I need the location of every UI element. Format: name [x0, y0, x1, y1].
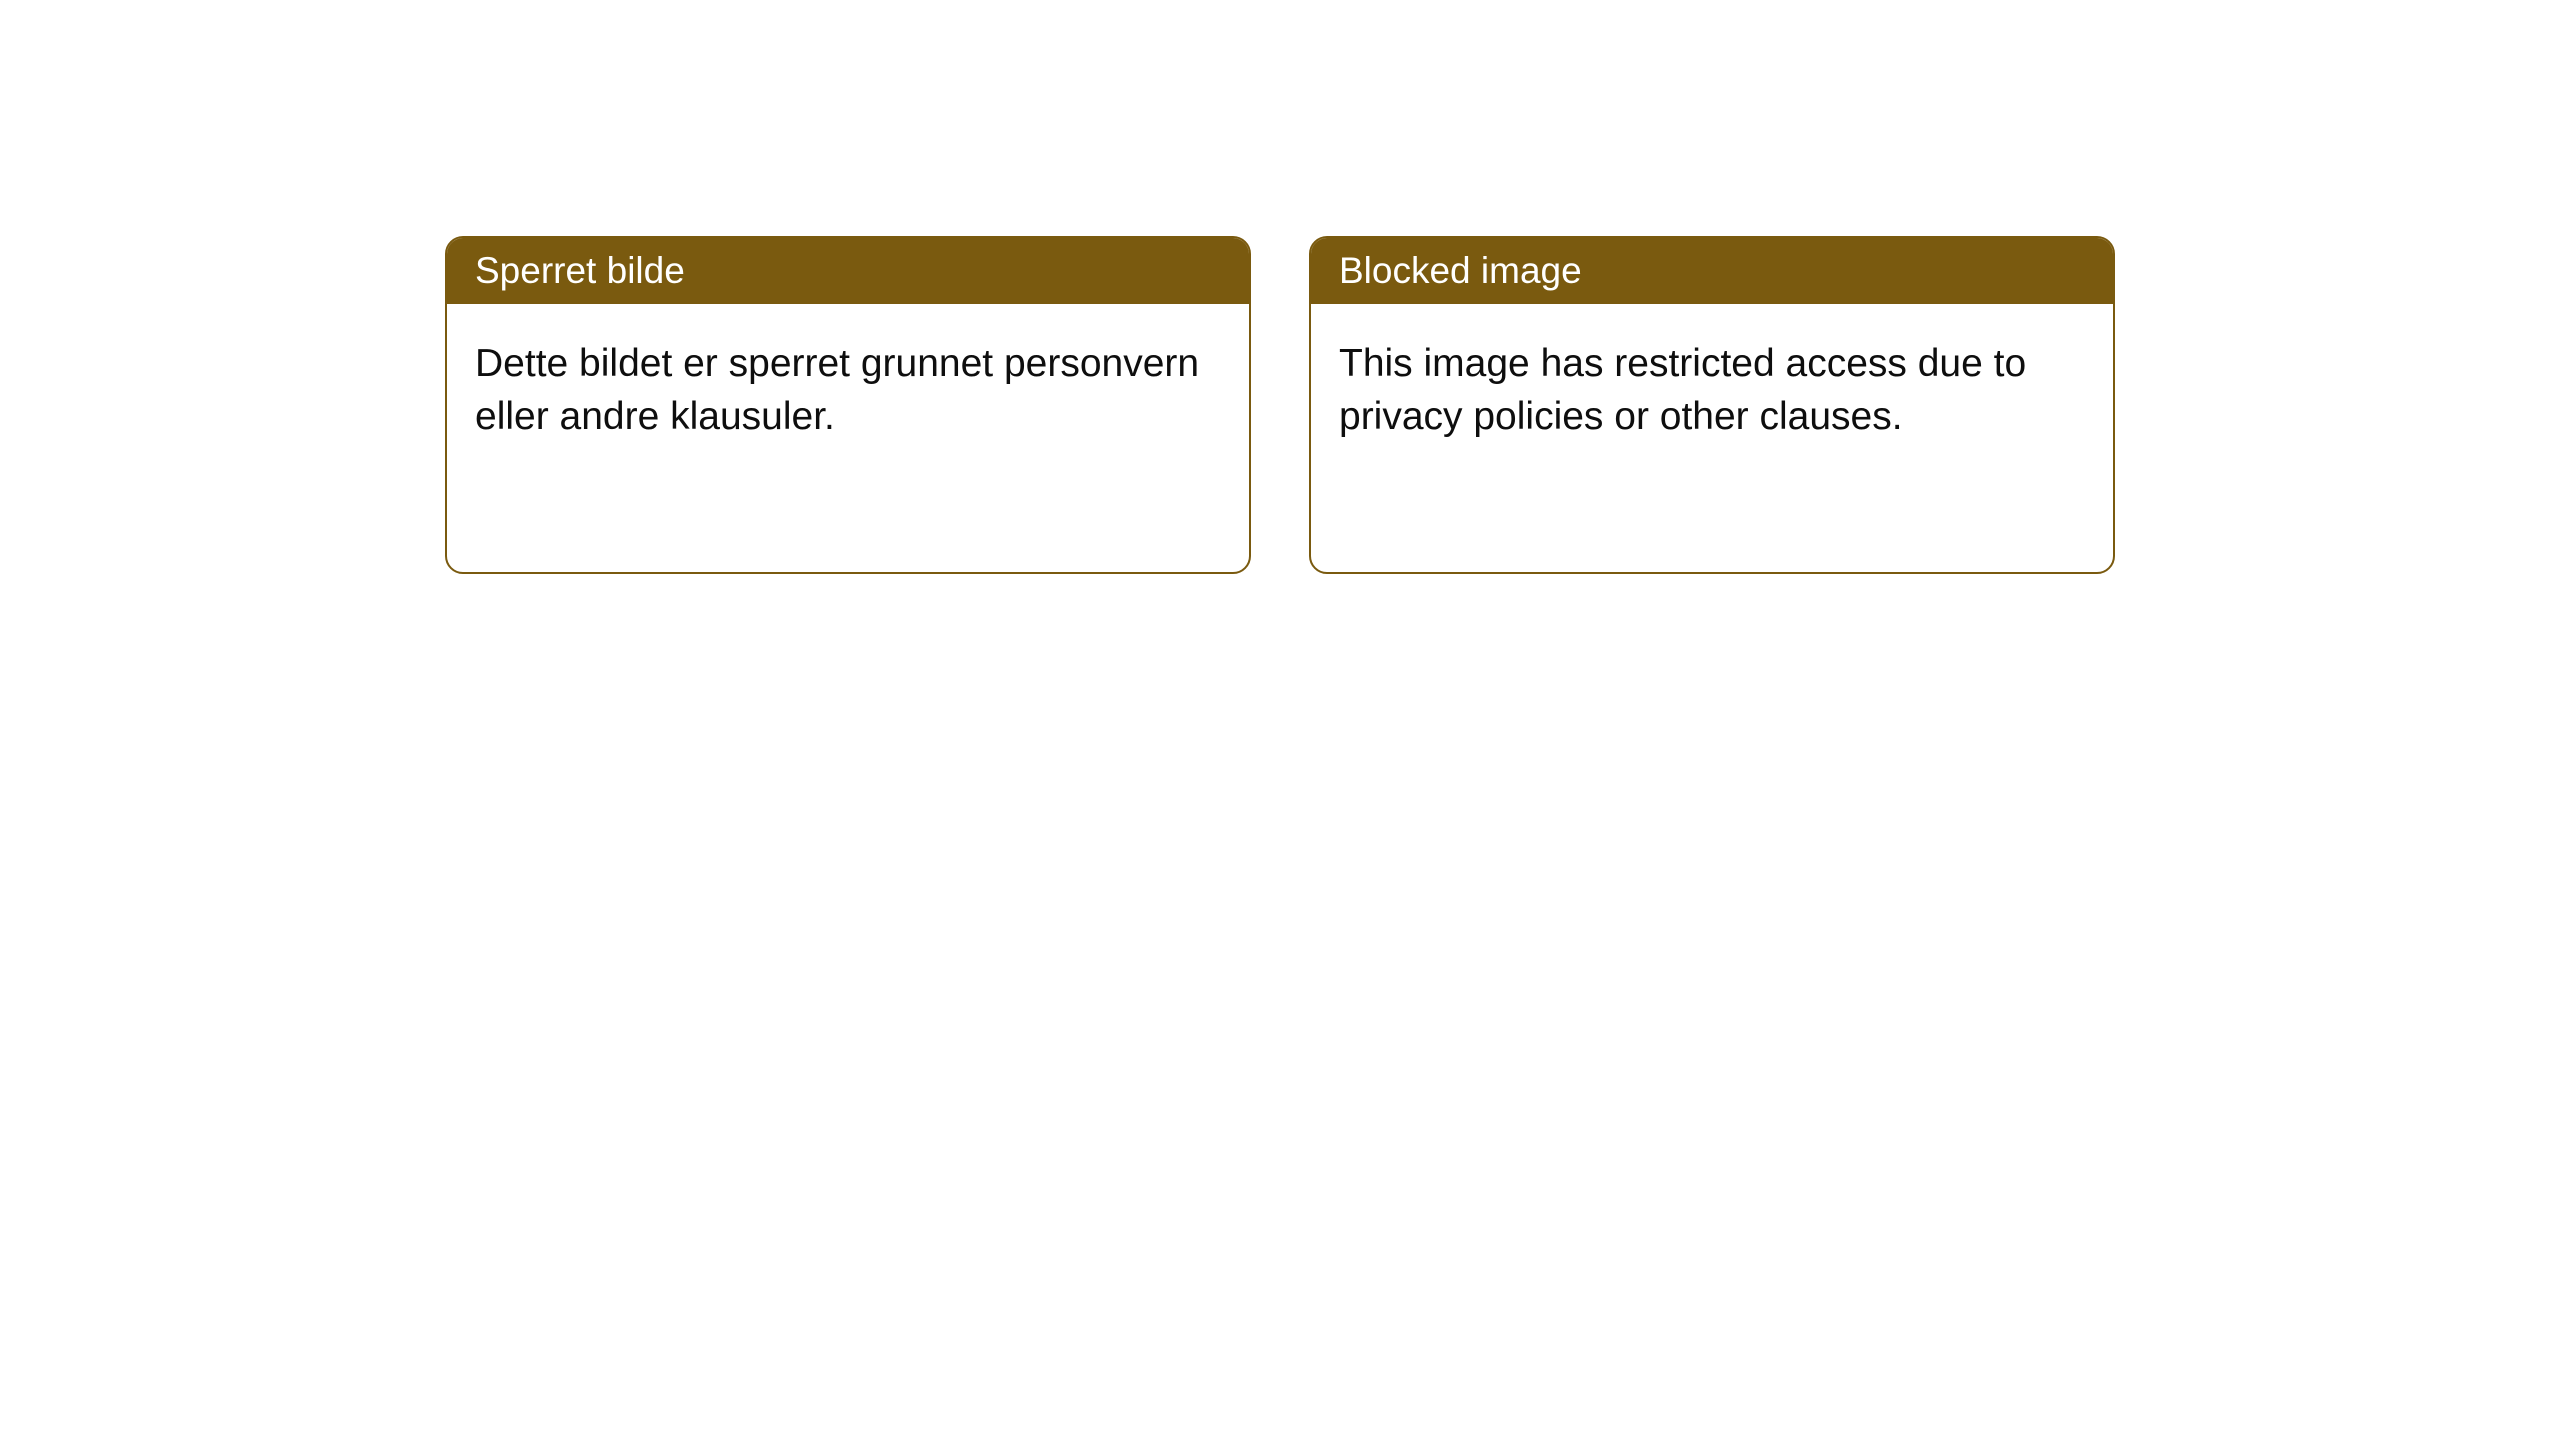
- card-body: Dette bildet er sperret grunnet personve…: [447, 304, 1249, 477]
- card-body-text: This image has restricted access due to …: [1339, 342, 2026, 438]
- card-body: This image has restricted access due to …: [1311, 304, 2113, 477]
- notice-container: Sperret bilde Dette bildet er sperret gr…: [445, 236, 2115, 574]
- blocked-image-card-english: Blocked image This image has restricted …: [1309, 236, 2115, 574]
- card-header: Blocked image: [1311, 238, 2113, 304]
- card-title: Sperret bilde: [475, 250, 685, 291]
- blocked-image-card-norwegian: Sperret bilde Dette bildet er sperret gr…: [445, 236, 1251, 574]
- card-body-text: Dette bildet er sperret grunnet personve…: [475, 342, 1199, 438]
- card-title: Blocked image: [1339, 250, 1582, 291]
- card-header: Sperret bilde: [447, 238, 1249, 304]
